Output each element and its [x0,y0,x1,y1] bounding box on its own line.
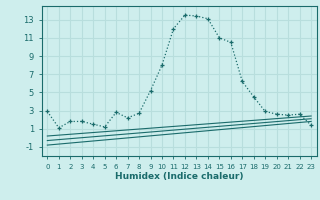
X-axis label: Humidex (Indice chaleur): Humidex (Indice chaleur) [115,172,244,181]
